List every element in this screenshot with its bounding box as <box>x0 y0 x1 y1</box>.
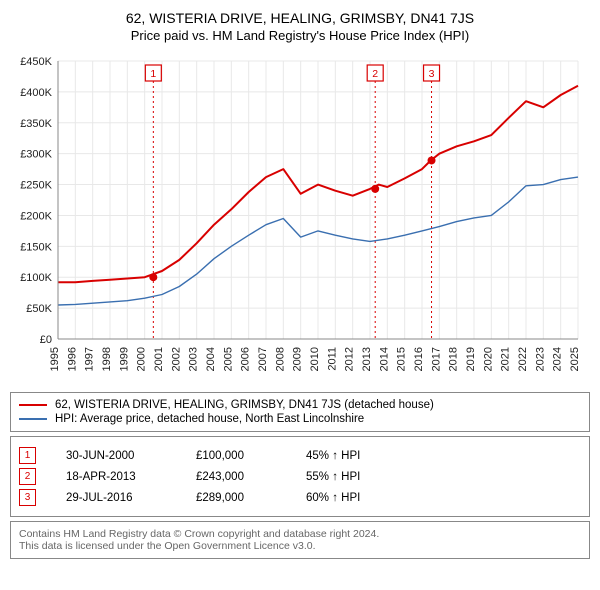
sale-date: 29-JUL-2016 <box>66 492 166 504</box>
svg-text:£300K: £300K <box>20 149 52 161</box>
svg-text:2010: 2010 <box>309 347 321 371</box>
svg-text:2001: 2001 <box>153 347 165 371</box>
legend-item: HPI: Average price, detached house, Nort… <box>19 413 581 425</box>
svg-text:£100K: £100K <box>20 272 52 284</box>
chart-container: £0 £50K £100K £150K £200K £250K £300K £350K £400… <box>10 51 590 386</box>
legend-label: HPI: Average price, detached house, Nort… <box>55 413 364 425</box>
svg-text:1998: 1998 <box>101 347 113 371</box>
sale-row: 3 29-JUL-2016 £289,000 60% ↑ HPI <box>19 489 581 506</box>
svg-text:3: 3 <box>429 68 435 80</box>
svg-text:£150K: £150K <box>20 241 52 253</box>
svg-text:2025: 2025 <box>569 347 581 371</box>
svg-text:1999: 1999 <box>118 347 130 371</box>
sale-price: £243,000 <box>196 471 276 483</box>
svg-text:1995: 1995 <box>49 347 61 371</box>
page-subtitle: Price paid vs. HM Land Registry's House … <box>10 28 590 43</box>
sale-marker-icon: 3 <box>19 489 36 506</box>
svg-text:2018: 2018 <box>448 347 460 371</box>
svg-text:2011: 2011 <box>326 347 338 371</box>
svg-text:2012: 2012 <box>344 347 356 371</box>
svg-text:2007: 2007 <box>257 347 269 371</box>
svg-text:2002: 2002 <box>170 347 182 371</box>
legend: 62, WISTERIA DRIVE, HEALING, GRIMSBY, DN… <box>10 392 590 432</box>
svg-text:£0: £0 <box>40 334 52 346</box>
sales-list: 1 30-JUN-2000 £100,000 45% ↑ HPI 2 18-AP… <box>10 436 590 517</box>
svg-text:2003: 2003 <box>188 347 200 371</box>
sale-pct: 45% ↑ HPI <box>306 450 416 462</box>
sale-marker-icon: 1 <box>19 447 36 464</box>
svg-text:2000: 2000 <box>136 347 148 371</box>
svg-text:2021: 2021 <box>500 347 512 371</box>
svg-text:2015: 2015 <box>396 347 408 371</box>
sale-date: 30-JUN-2000 <box>66 450 166 462</box>
sale-date: 18-APR-2013 <box>66 471 166 483</box>
sale-pct: 60% ↑ HPI <box>306 492 416 504</box>
svg-text:2004: 2004 <box>205 347 217 371</box>
svg-text:2008: 2008 <box>274 347 286 371</box>
attribution-line: This data is licensed under the Open Gov… <box>19 540 581 552</box>
legend-swatch <box>19 418 47 420</box>
svg-text:1996: 1996 <box>66 347 78 371</box>
svg-text:£350K: £350K <box>20 118 52 130</box>
legend-swatch <box>19 404 47 406</box>
sale-row: 2 18-APR-2013 £243,000 55% ↑ HPI <box>19 468 581 485</box>
legend-item: 62, WISTERIA DRIVE, HEALING, GRIMSBY, DN… <box>19 399 581 411</box>
legend-label: 62, WISTERIA DRIVE, HEALING, GRIMSBY, DN… <box>55 399 434 411</box>
page-title: 62, WISTERIA DRIVE, HEALING, GRIMSBY, DN… <box>10 10 590 26</box>
attribution-line: Contains HM Land Registry data © Crown c… <box>19 528 581 540</box>
svg-text:£250K: £250K <box>20 180 52 192</box>
svg-text:£50K: £50K <box>26 303 52 315</box>
svg-text:2009: 2009 <box>292 347 304 371</box>
svg-text:2022: 2022 <box>517 347 529 371</box>
sale-pct: 55% ↑ HPI <box>306 471 416 483</box>
svg-text:1997: 1997 <box>84 347 96 371</box>
svg-text:2014: 2014 <box>378 347 390 371</box>
svg-text:2017: 2017 <box>430 347 442 371</box>
svg-text:£450K: £450K <box>20 56 52 68</box>
sale-price: £289,000 <box>196 492 276 504</box>
svg-text:2019: 2019 <box>465 347 477 371</box>
attribution: Contains HM Land Registry data © Crown c… <box>10 521 590 559</box>
svg-text:2024: 2024 <box>552 347 564 371</box>
svg-text:2006: 2006 <box>240 347 252 371</box>
svg-text:2020: 2020 <box>482 347 494 371</box>
svg-text:2023: 2023 <box>534 347 546 371</box>
svg-text:£400K: £400K <box>20 87 52 99</box>
price-chart: £0 £50K £100K £150K £200K £250K £300K £350K £400… <box>10 51 590 381</box>
svg-text:2016: 2016 <box>413 347 425 371</box>
svg-text:1: 1 <box>150 68 156 80</box>
svg-text:2013: 2013 <box>361 347 373 371</box>
sale-price: £100,000 <box>196 450 276 462</box>
sale-marker-icon: 2 <box>19 468 36 485</box>
svg-text:£200K: £200K <box>20 210 52 222</box>
svg-text:2: 2 <box>372 68 378 80</box>
sale-row: 1 30-JUN-2000 £100,000 45% ↑ HPI <box>19 447 581 464</box>
svg-text:2005: 2005 <box>222 347 234 371</box>
